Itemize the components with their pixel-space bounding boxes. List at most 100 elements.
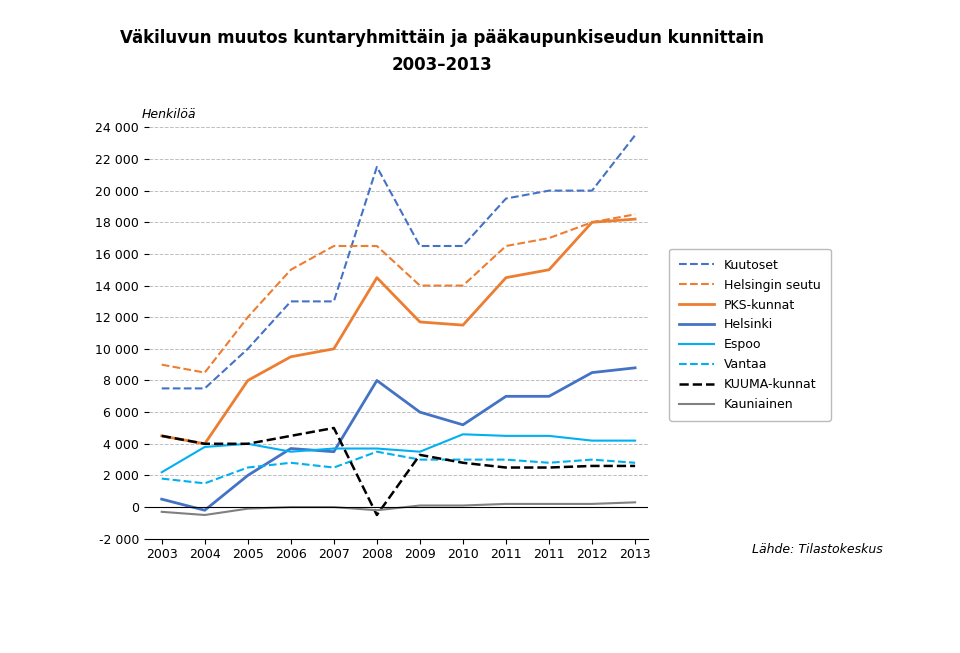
PKS-kunnat — [630, 215, 641, 223]
Kuutoset — [457, 242, 468, 250]
PKS-kunnat — [543, 266, 555, 274]
Kauniainen — [328, 503, 340, 511]
Kauniainen — [372, 506, 383, 514]
Kuutoset — [328, 298, 340, 306]
Kauniainen — [587, 500, 598, 508]
Helsingin seutu — [156, 360, 167, 368]
KUUMA-kunnat — [156, 432, 167, 440]
Kuutoset — [587, 187, 598, 195]
Kauniainen — [156, 508, 167, 516]
Kuutoset — [630, 131, 641, 139]
KUUMA-kunnat — [372, 511, 383, 519]
KUUMA-kunnat — [328, 424, 340, 432]
Helsingin seutu — [414, 281, 425, 289]
Helsinki — [414, 408, 425, 416]
Text: Lähde: Tilastokeskus: Lähde: Tilastokeskus — [753, 543, 883, 556]
Kauniainen — [630, 498, 641, 506]
Vantaa — [156, 475, 167, 483]
Espoo — [500, 432, 512, 440]
PKS-kunnat — [328, 345, 340, 353]
Kuutoset — [285, 298, 297, 306]
Vantaa — [630, 459, 641, 467]
Espoo — [242, 440, 253, 448]
Helsingin seutu — [543, 234, 555, 242]
Helsingin seutu — [457, 281, 468, 289]
Helsinki — [328, 448, 340, 456]
Espoo — [457, 430, 468, 438]
Line: Vantaa: Vantaa — [161, 452, 636, 483]
Text: 2003–2013: 2003–2013 — [392, 56, 492, 74]
Helsinki — [285, 445, 297, 453]
Line: PKS-kunnat: PKS-kunnat — [161, 219, 636, 444]
Espoo — [372, 445, 383, 453]
PKS-kunnat — [199, 440, 210, 448]
Kauniainen — [242, 505, 253, 513]
Helsingin seutu — [587, 218, 598, 226]
Legend: Kuutoset, Helsingin seutu, PKS-kunnat, Helsinki, Espoo, Vantaa, KUUMA-kunnat, Ka: Kuutoset, Helsingin seutu, PKS-kunnat, H… — [669, 249, 831, 421]
PKS-kunnat — [587, 218, 598, 226]
Vantaa — [328, 464, 340, 471]
Vantaa — [199, 479, 210, 487]
Espoo — [630, 437, 641, 445]
Text: Tilastoja 2014:30: Tilastoja 2014:30 — [29, 610, 204, 628]
Vantaa — [500, 456, 512, 464]
Kauniainen — [543, 500, 555, 508]
Espoo — [156, 468, 167, 476]
Helsinki — [500, 392, 512, 400]
Vantaa — [285, 459, 297, 467]
Kuutoset — [156, 385, 167, 392]
Helsinki — [630, 364, 641, 372]
KUUMA-kunnat — [457, 459, 468, 467]
Line: Kuutoset: Kuutoset — [161, 135, 636, 389]
Espoo — [328, 445, 340, 453]
Kauniainen — [199, 511, 210, 519]
Helsingin seutu — [242, 313, 253, 321]
Line: Helsingin seutu: Helsingin seutu — [161, 214, 636, 373]
KUUMA-kunnat — [630, 462, 641, 470]
Helsinki — [199, 506, 210, 514]
Espoo — [587, 437, 598, 445]
PKS-kunnat — [285, 353, 297, 360]
Vantaa — [587, 456, 598, 464]
KUUMA-kunnat — [543, 464, 555, 471]
Espoo — [414, 448, 425, 456]
KUUMA-kunnat — [500, 464, 512, 471]
Helsingin seutu — [285, 266, 297, 274]
Espoo — [285, 448, 297, 456]
Helsinki — [457, 421, 468, 429]
Kauniainen — [414, 502, 425, 509]
Text: Henkilöä: Henkilöä — [142, 108, 197, 121]
Helsinki — [587, 369, 598, 377]
Kuutoset — [543, 187, 555, 195]
Helsingin seutu — [500, 242, 512, 250]
Helsingin seutu — [199, 369, 210, 377]
PKS-kunnat — [457, 321, 468, 329]
KUUMA-kunnat — [199, 440, 210, 448]
Kuutoset — [500, 195, 512, 202]
Text: Väkiluvun muutos kuntaryhmittäin ja pääkaupunkiseudun kunnittain: Väkiluvun muutos kuntaryhmittäin ja pääk… — [120, 29, 763, 48]
Helsingin seutu — [630, 210, 641, 218]
PKS-kunnat — [414, 318, 425, 326]
Kuutoset — [372, 163, 383, 171]
Vantaa — [457, 456, 468, 464]
Kuutoset — [414, 242, 425, 250]
Helsinki — [156, 495, 167, 503]
Line: Kauniainen: Kauniainen — [161, 502, 636, 515]
Espoo — [199, 443, 210, 451]
Helsinki — [372, 377, 383, 385]
Kauniainen — [500, 500, 512, 508]
Vantaa — [242, 464, 253, 471]
Helsingin seutu — [328, 242, 340, 250]
Vantaa — [543, 459, 555, 467]
KUUMA-kunnat — [414, 451, 425, 459]
Helsingin seutu — [372, 242, 383, 250]
PKS-kunnat — [500, 274, 512, 281]
KUUMA-kunnat — [242, 440, 253, 448]
PKS-kunnat — [242, 377, 253, 385]
Text: 14: 14 — [430, 610, 453, 628]
Vantaa — [372, 448, 383, 456]
Line: KUUMA-kunnat: KUUMA-kunnat — [161, 428, 636, 515]
PKS-kunnat — [156, 432, 167, 440]
Kauniainen — [457, 502, 468, 509]
Kuutoset — [242, 345, 253, 353]
